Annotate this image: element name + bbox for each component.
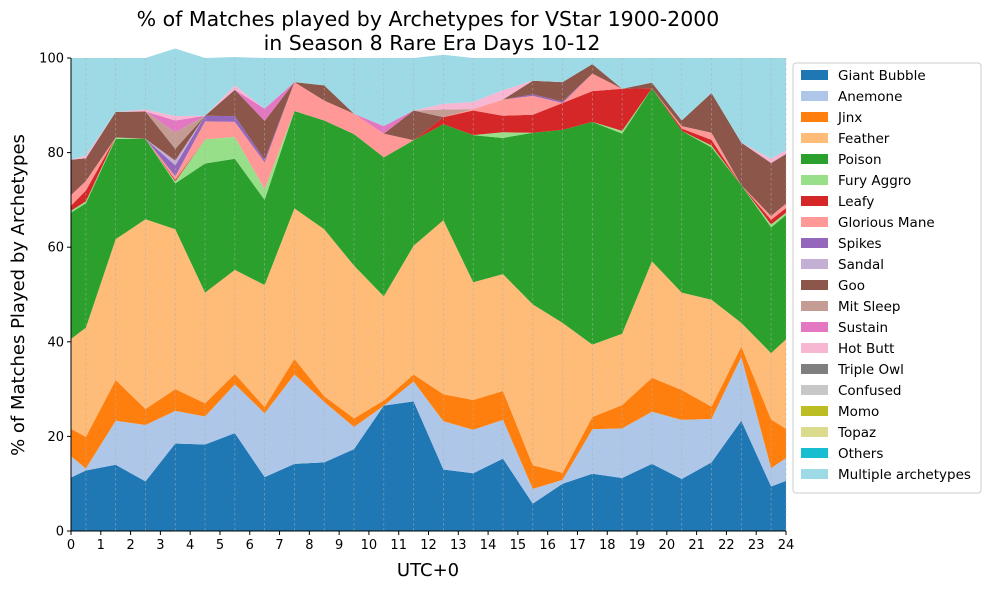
legend-label-topaz: Topaz [837,425,876,441]
legend-label-sandal: Sandal [838,257,884,273]
x-tick-label: 19 [629,538,646,553]
x-axis-ticks: 0 1 2 3 4 5 6 7 8 9 10 11 12 13 14 15 16 17 18 19 20 21 22 23 24 [67,531,794,553]
legend-swatch-sustain [801,322,828,332]
x-tick-label: 23 [748,538,765,553]
legend-label-glorious-mane: Glorious Mane [838,215,935,231]
legend-swatch-confused [801,385,828,395]
area-series-group [71,48,786,531]
legend-label-mit-sleep: Mit Sleep [838,299,900,315]
area-giant-bubble [71,401,786,531]
x-tick-label: 14 [480,538,497,553]
x-tick-label: 6 [246,538,254,553]
x-tick-label: 4 [186,538,194,553]
legend-label-leafy: Leafy [838,194,874,210]
x-tick-label: 17 [569,538,586,553]
area-anemone [71,356,786,504]
legend-swatch-jinx [801,112,828,122]
legend-label-feather: Feather [838,131,890,147]
x-tick-label: 8 [305,538,313,553]
x-axis-label: UTC+0 [397,560,459,581]
legend-swatch-goo [801,280,828,290]
legend-label-giant-bubble: Giant Bubble [838,68,926,84]
x-tick-label: 7 [275,538,283,553]
area-leafy [71,88,786,225]
x-tick-label: 13 [450,538,467,553]
x-tick-label: 20 [659,538,676,553]
legend-swatch-others [801,448,828,458]
x-tick-label: 12 [420,538,437,553]
legend-swatch-glorious-mane [801,217,828,227]
legend: Giant Bubble Anemone Jinx Feather Poison Fury… [792,62,982,494]
legend-label-multiple-archetypes: Multiple archetypes [838,467,971,483]
y-tick-label: 80 [47,146,64,161]
x-tick-label: 2 [126,538,134,553]
legend-swatch-leafy [801,196,828,206]
legend-swatch-spikes [801,238,828,248]
legend-label-fury-aggro: Fury Aggro [838,173,911,189]
y-tick-label: 60 [47,241,64,256]
legend-label-triple-owl: Triple Owl [837,362,904,378]
legend-swatch-momo [801,406,828,416]
x-tick-label: 15 [510,538,527,553]
legend-label-anemone: Anemone [838,89,902,105]
legend-box [792,62,982,494]
chart-title: % of Matches played by Archetypes for VS… [137,7,720,31]
legend-swatch-triple-owl [801,364,828,374]
x-tick-label: 18 [599,538,616,553]
y-tick-label: 40 [47,335,64,350]
area-poison [71,88,786,354]
x-tick-label: 22 [718,538,735,553]
legend-swatch-mit-sleep [801,301,828,311]
legend-swatch-multiple-archetypes [801,469,828,479]
legend-label-hot-butt: Hot Butt [838,341,894,357]
area-multiple-archetypes [71,48,786,160]
x-tick-label: 16 [539,538,556,553]
legend-swatch-fury-aggro [801,175,828,185]
x-tick-label: 10 [361,538,378,553]
x-tick-label: 9 [335,538,343,553]
y-tick-label: 0 [56,525,64,540]
legend-swatch-hot-butt [801,343,828,353]
legend-swatch-topaz [801,427,828,437]
legend-label-momo: Momo [838,404,879,420]
legend-swatch-feather [801,133,828,143]
y-axis-ticks: 0 20 40 60 80 100 [39,52,71,540]
legend-swatch-giant-bubble [801,70,828,80]
x-tick-label: 3 [156,538,164,553]
legend-label-confused: Confused [838,383,901,399]
x-tick-label: 24 [778,538,795,553]
legend-label-poison: Poison [838,152,882,168]
legend-label-jinx: Jinx [837,110,862,126]
x-tick-label: 0 [67,538,75,553]
y-axis-label: % of Matches Played by Archetypes [8,134,29,456]
chart-subtitle: in Season 8 Rare Era Days 10-12 [264,31,601,55]
legend-label-others: Others [838,446,883,462]
legend-swatch-poison [801,154,828,164]
x-tick-label: 1 [97,538,105,553]
area-mit-sleep [71,64,786,164]
legend-label-goo: Goo [838,278,865,294]
legend-label-spikes: Spikes [838,236,882,252]
x-tick-label: 11 [390,538,407,553]
legend-swatch-sandal [801,259,828,269]
legend-label-sustain: Sustain [838,320,888,336]
area-feather [71,208,786,473]
legend-swatch-anemone [801,91,828,101]
area-fury-aggro [71,88,786,228]
x-tick-label: 5 [216,538,224,553]
x-tick-label: 21 [688,538,705,553]
y-tick-label: 100 [39,52,64,67]
y-tick-label: 20 [47,430,64,445]
